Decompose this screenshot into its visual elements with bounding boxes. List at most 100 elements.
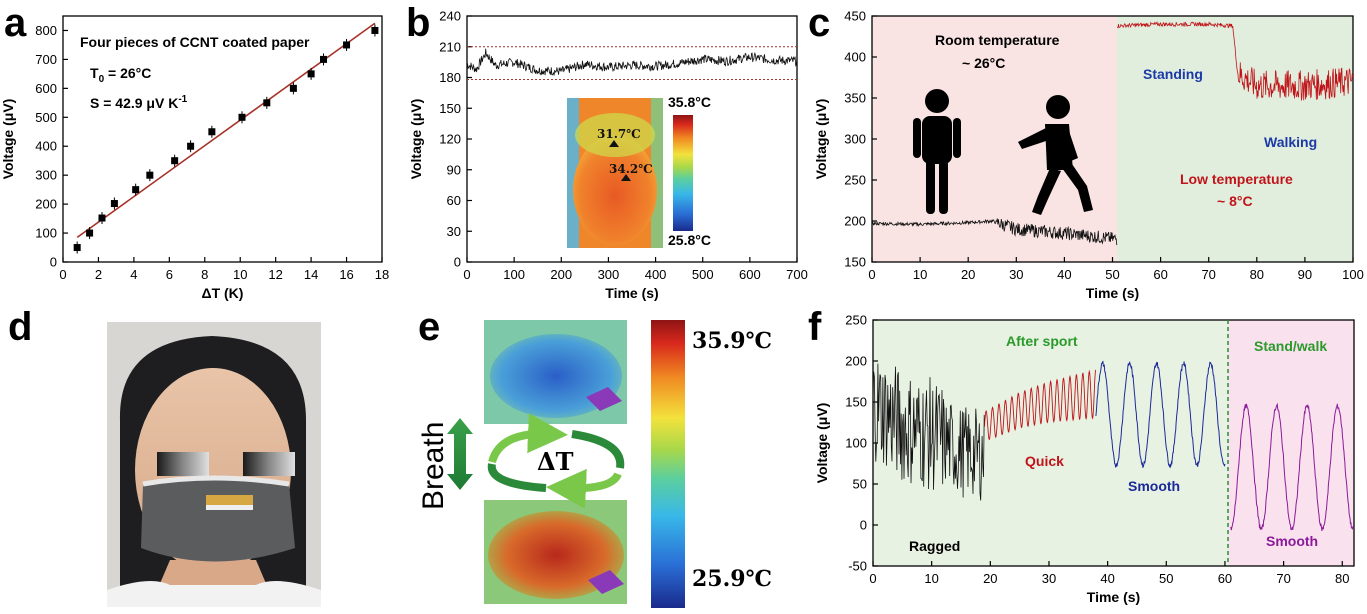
y-tick-label-a: 400: [35, 139, 57, 154]
y-tick-label-f: 50: [853, 477, 867, 492]
annotation-c-room-temp: ~ 26°C: [962, 55, 1005, 71]
inset-colorbar-min: 25.8°C: [668, 232, 711, 248]
data-point: [307, 70, 315, 78]
annotation-a-t0-t: T: [90, 65, 99, 81]
cycle-arrow-bottom: [546, 468, 622, 509]
data-point: [110, 200, 118, 208]
x-tick-label-a: 2: [95, 267, 102, 282]
annotation-c-room: Room temperature: [935, 32, 1060, 48]
x-tick-label-a: 14: [304, 267, 318, 282]
x-tick-label-b: 700: [786, 267, 808, 282]
data-point: [132, 186, 140, 194]
inset-thermal-image: 31.7℃ 34.2℃ 35.8°C 25.8°C: [567, 94, 711, 248]
x-tick-label-b: 600: [739, 267, 761, 282]
x-tick-label-f: 10: [924, 571, 938, 586]
x-tick-label-a: 8: [201, 267, 208, 282]
annotation-f-ragged: Ragged: [909, 538, 960, 554]
panel-label-c: c: [808, 1, 830, 45]
y-tick-label-b: 180: [439, 70, 461, 85]
region-low-temp: [1117, 16, 1353, 262]
x-tick-label-b: 0: [463, 267, 470, 282]
data-point: [289, 84, 297, 92]
thermal-breath-diagram: 35.9℃ 25.9℃ Breath ΔT: [417, 320, 772, 608]
y-tick-label-c: 150: [844, 255, 866, 270]
thermal-colorbar-min: 25.9℃: [692, 566, 772, 592]
y-tick-label-f: 0: [860, 518, 867, 533]
inset-label-342: 34.2℃: [609, 162, 653, 176]
fit-line: [76, 22, 376, 239]
x-tick-label-c: 20: [961, 267, 975, 282]
panel-label-b: b: [406, 1, 430, 45]
annotation-c-walking: Walking: [1264, 134, 1317, 150]
annotation-c-low: Low temperature: [1180, 171, 1293, 187]
data-point: [371, 26, 379, 34]
inset-marker-1: [609, 140, 619, 147]
y-axis-label-f: Voltage (μV): [814, 403, 830, 484]
x-tick-label-f: 60: [1218, 571, 1232, 586]
delta-t-label: ΔT: [537, 447, 574, 476]
y-tick-label-a: 800: [35, 23, 57, 38]
chart-c: 0 10 20 30 40 50 60 70 80 90 100 150 200 250 300 350 400…: [813, 9, 1364, 302]
panel-label-a: a: [4, 1, 27, 45]
series-line: [1117, 21, 1354, 101]
data-point: [98, 214, 106, 222]
y-tick-label-b: 150: [439, 101, 461, 116]
panel-label-f: f: [808, 305, 822, 349]
cycle-arrow-top: [488, 413, 568, 464]
y-tick-label-f: 250: [845, 313, 867, 328]
x-tick-label-b: 200: [550, 267, 572, 282]
y-tick-label-c: 400: [844, 50, 866, 65]
standing-person-body: [922, 116, 952, 164]
x-tick-label-f: 40: [1100, 571, 1114, 586]
y-tick-label-c: 300: [844, 132, 866, 147]
x-tick-label-c: 70: [1201, 267, 1215, 282]
data-point: [343, 41, 351, 49]
y-tick-label-a: 200: [35, 197, 57, 212]
y-tick-label-b: 0: [454, 255, 461, 270]
y-tick-label-a: 500: [35, 110, 57, 125]
photo-mask: [141, 478, 295, 562]
annotation-f-quick: Quick: [1025, 453, 1064, 469]
walking-person-arm-right: [1061, 128, 1078, 161]
photo-shirt: [107, 581, 321, 607]
x-tick-label-f: 80: [1335, 571, 1349, 586]
series-line: [872, 363, 985, 501]
x-axis-label-b: Time (s): [605, 285, 658, 301]
standing-person-leg-left: [926, 160, 935, 214]
region-room-temp: [872, 16, 1117, 262]
annotation-a-s: S = 42.9 μV K-1: [90, 94, 188, 111]
x-tick-label-a: 12: [268, 267, 282, 282]
y-tick-label-a: 0: [50, 255, 57, 270]
region-stand-walk: [1228, 320, 1354, 566]
thermal-exhale-arrow: [586, 387, 622, 411]
x-tick-label-c: 10: [913, 267, 927, 282]
y-tick-label-c: 250: [844, 173, 866, 188]
cycle-arrow-right: [571, 430, 625, 469]
inset-mask-region: [575, 113, 655, 157]
thermal-colorbar: [651, 320, 685, 608]
y-tick-label-a: 300: [35, 168, 57, 183]
chart-f: 0 10 20 30 40 50 60 70 80-50050100150200250Time …: [814, 313, 1355, 605]
x-tick-label-b: 400: [645, 267, 667, 282]
x-tick-label-a: 18: [375, 267, 389, 282]
inset-marker-2: [621, 174, 631, 181]
cycle-arrow-left: [487, 463, 547, 492]
series-line: [1230, 402, 1355, 531]
x-tick-label-c: 60: [1153, 267, 1167, 282]
breath-double-arrow: [447, 418, 473, 490]
y-tick-label-a: 700: [35, 52, 57, 67]
chart-a: 0 2 4 6 8 10 12 14 16 18 0 100 200 300 400 500 600 700 800…: [0, 15, 389, 301]
walking-person-head: [1046, 95, 1070, 119]
thermal-image-inhale: [488, 511, 624, 599]
x-tick-label-f: 0: [869, 571, 876, 586]
x-tick-label-a: 4: [130, 267, 137, 282]
y-tick-label-b: 240: [439, 9, 461, 24]
x-tick-label-f: 30: [1042, 571, 1056, 586]
y-tick-label-b: 210: [439, 39, 461, 54]
data-point: [86, 229, 94, 237]
x-axis-label-f: Time (s): [1087, 589, 1140, 605]
photo-eye-bar-left: [157, 452, 209, 476]
annotation-c-standing: Standing: [1143, 66, 1203, 82]
y-tick-label-f: 200: [845, 354, 867, 369]
